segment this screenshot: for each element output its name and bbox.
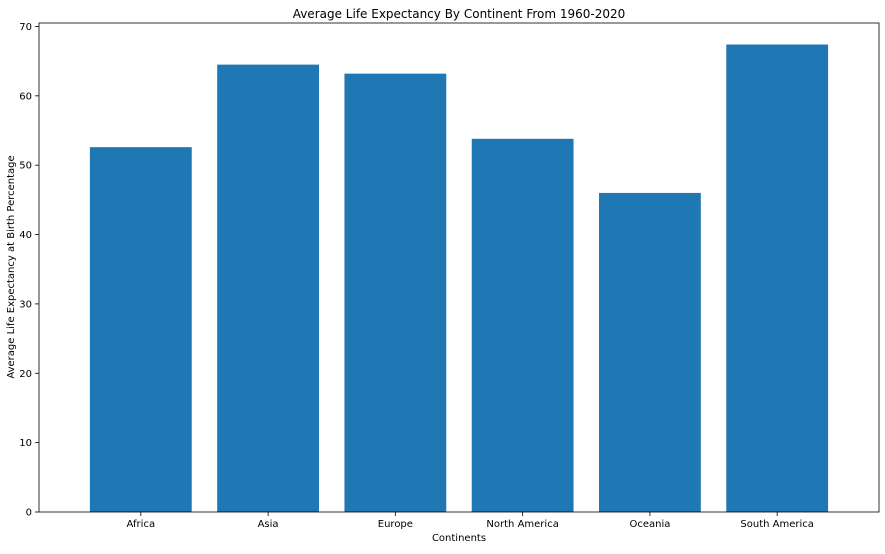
- x-axis: Africa Asia Europe North America Oceania Sout…: [127, 512, 814, 530]
- y-axis: 0 10 20 30 40 50 60 70: [19, 22, 39, 519]
- bar-north-america: [471, 138, 574, 512]
- y-tick-label: 30: [19, 299, 32, 310]
- x-axis-label: Continents: [432, 533, 486, 544]
- x-tick-label: Africa: [127, 519, 156, 530]
- x-tick-label: Asia: [258, 519, 279, 530]
- x-tick-label: Oceania: [629, 519, 670, 530]
- bar-europe: [344, 73, 447, 512]
- bar-asia: [217, 64, 319, 513]
- bars-group: [89, 44, 829, 513]
- y-axis-label: Average Life Expectancy at Birth Percent…: [6, 155, 17, 378]
- x-tick-label: South America: [740, 519, 814, 530]
- bar-oceania: [599, 192, 701, 512]
- x-tick-label: North America: [486, 519, 558, 530]
- y-tick-label: 50: [19, 161, 32, 172]
- y-tick-label: 0: [26, 508, 32, 519]
- bar-africa: [89, 147, 192, 512]
- chart-title: Average Life Expectancy By Continent Fro…: [293, 7, 626, 21]
- y-tick-label: 70: [19, 22, 32, 33]
- plot-frame: [38, 22, 880, 513]
- y-tick-label: 60: [19, 91, 32, 102]
- bar-south-america: [726, 44, 829, 512]
- y-tick-label: 20: [19, 369, 32, 380]
- x-tick-label: Europe: [378, 519, 413, 530]
- y-tick-label: 10: [19, 438, 32, 449]
- y-tick-label: 40: [19, 230, 32, 241]
